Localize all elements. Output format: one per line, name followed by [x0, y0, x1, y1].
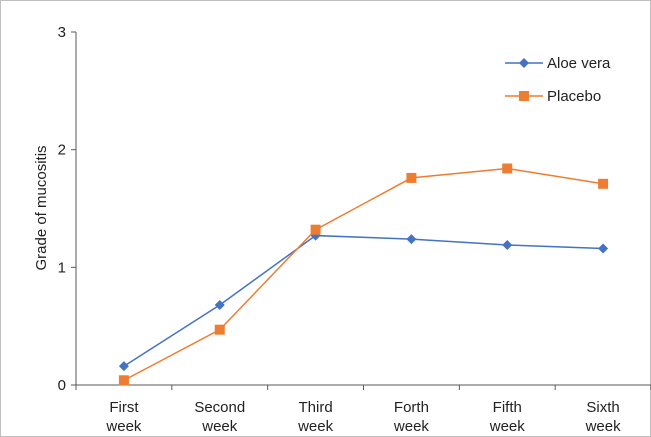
data-point [598, 243, 609, 254]
data-point [118, 375, 129, 386]
y-tick-label: 0 [58, 377, 66, 394]
legend-item: Placebo [505, 88, 601, 105]
series-line [123, 167, 604, 381]
legend-marker [519, 58, 529, 68]
legend-marker [519, 91, 529, 101]
data-point [214, 324, 225, 335]
x-tick-label: Forth week [393, 399, 430, 435]
x-tick-label: Third week [297, 399, 334, 435]
y-tick-labels: 0 1 2 3 [58, 24, 66, 394]
data-point [502, 163, 513, 174]
y-tick-label: 3 [58, 24, 66, 41]
series-line [123, 234, 604, 367]
series-0 [118, 230, 609, 372]
y-axis-title: Grade of mucositis [33, 145, 50, 270]
legend: Aloe vera Placebo [505, 55, 611, 105]
y-tick-label: 1 [58, 259, 66, 276]
x-tick-label: First week [105, 399, 142, 435]
legend-label: Aloe vera [547, 55, 611, 72]
data-point [406, 172, 417, 183]
x-tick-label: Second week [194, 399, 245, 435]
x-tick-label: Fifth week [489, 399, 526, 435]
data-point [310, 224, 321, 235]
series-1 [118, 163, 609, 386]
y-tick-label: 2 [58, 142, 66, 159]
data-point [214, 299, 225, 310]
series-layer [118, 163, 609, 386]
data-point [406, 234, 417, 245]
x-tick-labels: First week Second week Third week Forth week Fif… [105, 399, 621, 435]
data-point [502, 239, 513, 250]
data-point [598, 178, 609, 189]
x-tick-label: Sixth week [585, 399, 622, 435]
legend-label: Placebo [547, 88, 601, 105]
axes [71, 31, 651, 390]
data-point [118, 361, 129, 372]
legend-item: Aloe vera [505, 55, 611, 72]
